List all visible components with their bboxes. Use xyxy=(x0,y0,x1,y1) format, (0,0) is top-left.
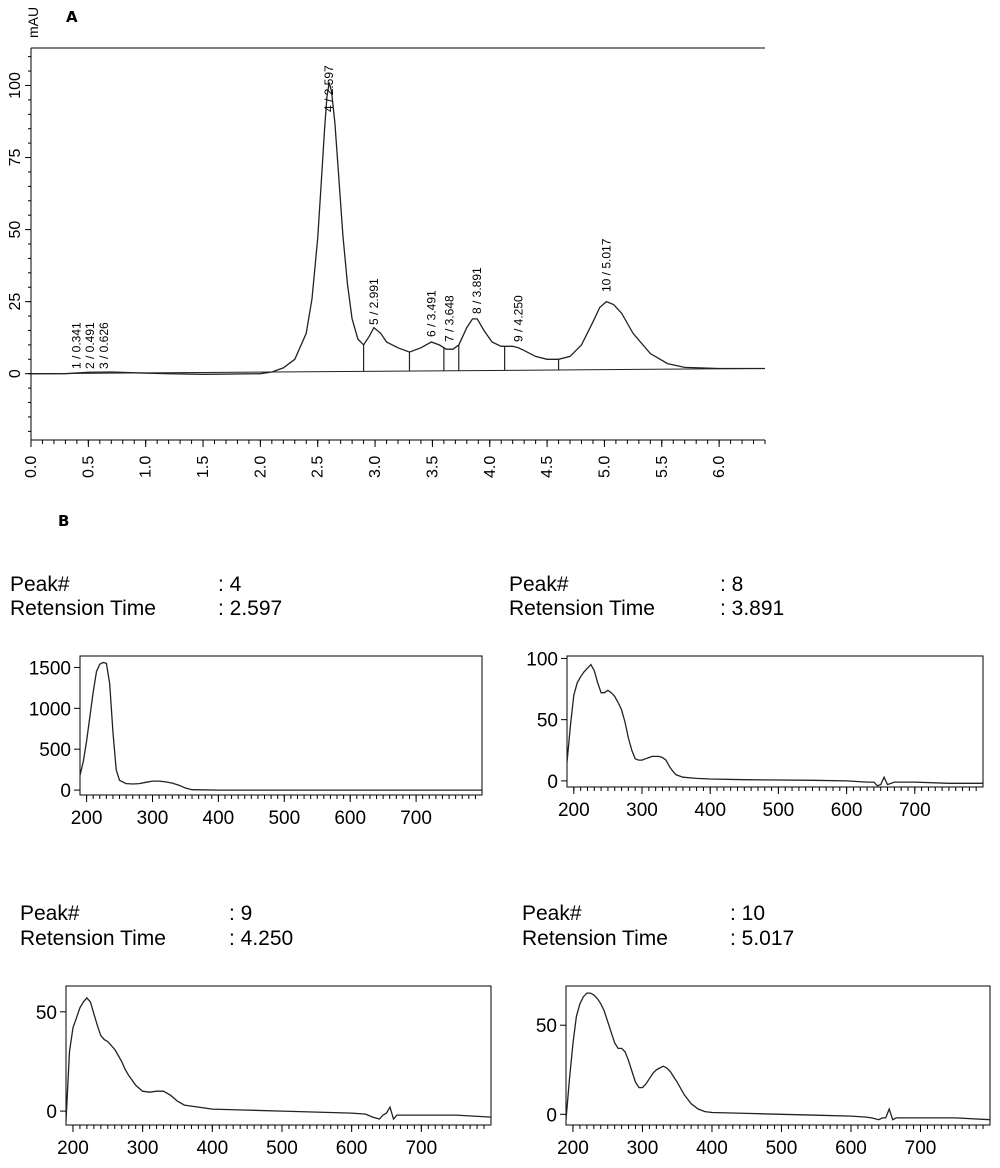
chromatogram-trace xyxy=(31,82,765,375)
spectrum-frame xyxy=(566,655,984,788)
x-tick-label: 400 xyxy=(694,800,726,821)
retention-time-label: Retension Time xyxy=(20,927,166,950)
x-tick-label: 500 xyxy=(268,808,300,829)
x-tick-label: 600 xyxy=(336,1138,368,1159)
x-tick-label: 600 xyxy=(831,800,863,821)
uv-spectra-charts: Peak# : 4 Retension Time : 2.597 200 300 400 50… xyxy=(10,573,991,1159)
spectrum-chart-1: Peak# : 4 Retension Time : 2.597 200 300 400 50… xyxy=(10,573,483,829)
y-tick-label: 1500 xyxy=(29,658,71,679)
peak-number-value: : 10 xyxy=(730,902,765,925)
panel-a-letter: A xyxy=(66,8,78,26)
x-tick-label: 300 xyxy=(127,1138,159,1159)
y-tick-label: 0 xyxy=(547,772,558,793)
peak-label: 10 / 5.017 xyxy=(599,238,613,292)
spectrum-chart-2: Peak# : 8 Retension Time : 3.891 200 300 400 50… xyxy=(509,573,984,821)
spectrum-trace xyxy=(565,992,991,1121)
peak-label: 8 / 3.891 xyxy=(470,267,484,314)
peak-label: 4 / 2.597 xyxy=(322,65,336,112)
retention-time-value: : 2.597 xyxy=(218,597,282,620)
peak-number-value: : 8 xyxy=(720,573,743,596)
x-tick-label: 300 xyxy=(627,1138,659,1159)
peak-label: 2 / 0.491 xyxy=(83,322,97,369)
x-tick-label: 2.0 xyxy=(252,456,269,478)
x-tick-label: 600 xyxy=(334,808,366,829)
retention-time-label: Retension Time xyxy=(10,597,156,620)
peak-label: 5 / 2.991 xyxy=(367,278,381,325)
x-tick-label: 500 xyxy=(766,1138,798,1159)
y-tick-label: 0 xyxy=(7,369,24,378)
peak-number-value: : 4 xyxy=(218,573,242,596)
y-tick-label: 0 xyxy=(546,1105,557,1126)
y-tick-label: 0 xyxy=(46,1102,57,1123)
x-tick-label: 5.0 xyxy=(596,456,613,478)
x-tick-label: 200 xyxy=(71,808,103,829)
x-tick-label: 300 xyxy=(626,800,658,821)
panel-a-y-axis-label: mAU xyxy=(25,7,41,38)
spectrum-frame xyxy=(65,985,492,1126)
peak-number-label: Peak# xyxy=(509,573,569,596)
peak-label: 3 / 0.626 xyxy=(97,322,111,369)
x-tick-label: 5.5 xyxy=(654,456,671,478)
y-tick-label: 100 xyxy=(7,72,24,99)
x-tick-label: 0.5 xyxy=(80,456,97,478)
x-tick-label: 1.0 xyxy=(138,456,155,478)
x-tick-label: 500 xyxy=(266,1138,298,1159)
retention-time-label: Retension Time xyxy=(509,597,655,620)
peak-number-value: : 9 xyxy=(229,902,252,925)
y-tick-label: 50 xyxy=(537,711,558,732)
chromatogram-chart: 0.0 0.5 1.0 1.5 2.0 2.5 3.0 3.5 4.0 4.5 5.0 5.5 6.0 0… xyxy=(7,47,766,478)
y-tick-label: 25 xyxy=(7,293,24,311)
retention-time-value: : 4.250 xyxy=(229,927,293,950)
spectrum-frame xyxy=(565,985,991,1126)
x-tick-label: 200 xyxy=(57,1138,89,1159)
y-tick-label: 100 xyxy=(526,649,558,670)
spectrum-trace xyxy=(65,996,492,1122)
spectrum-chart-3: Peak# : 9 Retension Time : 4.250 200 300 400 50… xyxy=(20,902,492,1159)
y-tick-label: 50 xyxy=(36,1003,57,1024)
x-tick-label: 1.5 xyxy=(195,456,212,478)
x-tick-label: 3.0 xyxy=(367,456,384,478)
y-tick-label: 50 xyxy=(7,221,24,239)
y-tick-label: 500 xyxy=(39,740,71,761)
x-tick-label: 6.0 xyxy=(711,456,728,478)
x-tick-label: 700 xyxy=(400,808,432,829)
x-tick-label: 3.5 xyxy=(424,456,441,478)
x-tick-label: 200 xyxy=(557,1138,589,1159)
retention-time-value: : 5.017 xyxy=(730,927,794,950)
y-tick-label: 1000 xyxy=(29,699,71,720)
spectrum-trace xyxy=(566,663,983,787)
x-tick-label: 700 xyxy=(899,800,931,821)
spectrum-chart-4: Peak# : 10 Retension Time : 5.017 200 300 400 5… xyxy=(522,902,991,1159)
x-tick-label: 4.5 xyxy=(539,456,556,478)
peak-label: 1 / 0.341 xyxy=(69,322,83,369)
panel-b-letter: B xyxy=(58,512,69,530)
x-tick-label: 400 xyxy=(203,808,235,829)
peak-number-label: Peak# xyxy=(522,902,582,925)
retention-time-label: Retension Time xyxy=(522,927,668,950)
peak-number-label: Peak# xyxy=(10,573,70,596)
peak-label: 6 / 3.491 xyxy=(424,290,438,337)
y-tick-label: 50 xyxy=(536,1016,557,1037)
x-tick-label: 700 xyxy=(905,1138,937,1159)
x-tick-label: 0.0 xyxy=(23,456,40,478)
x-tick-label: 4.0 xyxy=(482,456,499,478)
x-tick-label: 2.5 xyxy=(310,456,327,478)
x-tick-label: 500 xyxy=(763,800,795,821)
retention-time-value: : 3.891 xyxy=(720,597,784,620)
x-tick-label: 300 xyxy=(137,808,169,829)
y-tick-label: 75 xyxy=(7,149,24,167)
peak-number-label: Peak# xyxy=(20,902,80,925)
x-tick-label: 600 xyxy=(835,1138,867,1159)
x-tick-label: 400 xyxy=(196,1138,228,1159)
spectrum-trace xyxy=(79,661,482,791)
x-tick-label: 400 xyxy=(696,1138,728,1159)
x-tick-label: 700 xyxy=(405,1138,437,1159)
x-tick-label: 200 xyxy=(558,800,590,821)
spectrum-frame xyxy=(79,655,483,796)
peak-label: 9 / 4.250 xyxy=(511,295,525,342)
y-tick-label: 0 xyxy=(60,781,71,802)
peak-label: 7 / 3.648 xyxy=(442,295,456,342)
